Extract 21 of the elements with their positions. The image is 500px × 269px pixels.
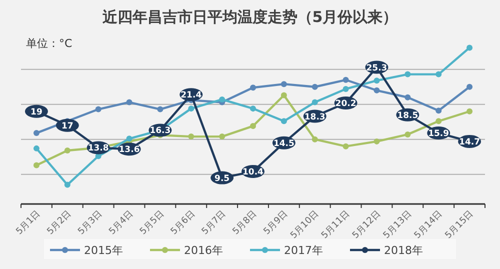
x-tick-label: 5月15日	[444, 209, 476, 242]
x-tick-label: 5月5日	[138, 209, 166, 237]
x-tick-label: 5月12日	[350, 209, 383, 242]
x-tick-label: 5月4日	[107, 209, 136, 237]
legend-label: 2018年	[384, 244, 423, 257]
x-tick-label: 5月1日	[14, 209, 43, 237]
x-tick-label: 5月8日	[231, 209, 260, 237]
x-tick-label: 5月13日	[382, 209, 414, 242]
x-tick-label: 5月10日	[289, 209, 321, 242]
x-tick-label: 5月9日	[262, 209, 290, 237]
x-tick-label: 5月7日	[200, 209, 228, 237]
legend-label: 2017年	[284, 244, 323, 257]
x-tick-label: 5月14日	[412, 209, 445, 242]
chart-title: 近四年昌吉市日平均温度走势（5月份以来）	[101, 8, 398, 26]
legend-label: 2015年	[84, 244, 123, 257]
x-tick-label: 5月11日	[320, 209, 352, 242]
annotation: 单位：°C	[26, 37, 72, 50]
x-tick-label: 5月2日	[46, 209, 74, 237]
legend-label: 2016年	[184, 244, 223, 257]
x-tick-label: 5月3日	[76, 209, 104, 237]
x-tick-label: 5月6日	[169, 209, 198, 237]
